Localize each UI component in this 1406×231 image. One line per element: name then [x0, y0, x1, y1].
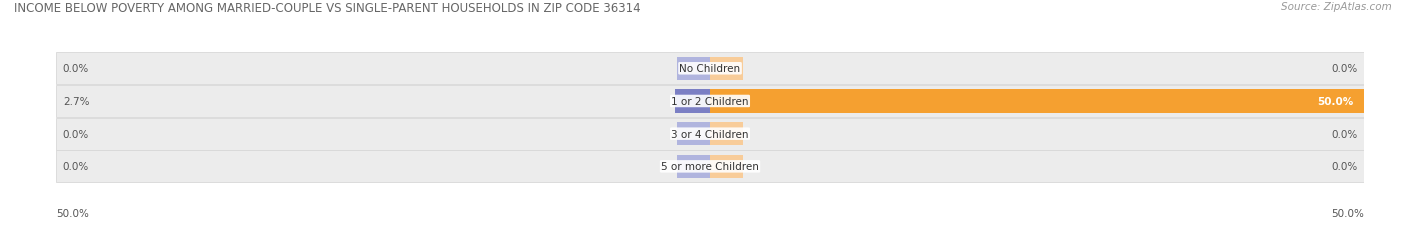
Text: INCOME BELOW POVERTY AMONG MARRIED-COUPLE VS SINGLE-PARENT HOUSEHOLDS IN ZIP COD: INCOME BELOW POVERTY AMONG MARRIED-COUPL… [14, 2, 641, 15]
Text: 0.0%: 0.0% [63, 162, 89, 172]
Bar [56, 53, 1364, 85]
Text: 3 or 4 Children: 3 or 4 Children [671, 129, 749, 139]
Bar [710, 122, 742, 146]
Text: 5 or more Children: 5 or more Children [661, 162, 759, 172]
Text: 2.7%: 2.7% [63, 97, 89, 106]
Bar [710, 57, 742, 81]
Bar [56, 151, 1364, 182]
Bar [675, 90, 710, 113]
Text: 50.0%: 50.0% [1317, 97, 1354, 106]
Text: 0.0%: 0.0% [1331, 64, 1357, 74]
Bar [678, 155, 710, 178]
Text: 50.0%: 50.0% [1331, 208, 1364, 218]
Bar [56, 118, 1364, 150]
Bar [710, 155, 742, 178]
Text: 1 or 2 Children: 1 or 2 Children [671, 97, 749, 106]
Text: 50.0%: 50.0% [56, 208, 89, 218]
Bar [710, 90, 1364, 113]
Text: 0.0%: 0.0% [63, 64, 89, 74]
Text: No Children: No Children [679, 64, 741, 74]
Bar [678, 122, 710, 146]
Text: 0.0%: 0.0% [1331, 162, 1357, 172]
Bar [56, 86, 1364, 117]
Text: Source: ZipAtlas.com: Source: ZipAtlas.com [1281, 2, 1392, 12]
Text: 0.0%: 0.0% [1331, 129, 1357, 139]
Text: 0.0%: 0.0% [63, 129, 89, 139]
Bar [678, 57, 710, 81]
